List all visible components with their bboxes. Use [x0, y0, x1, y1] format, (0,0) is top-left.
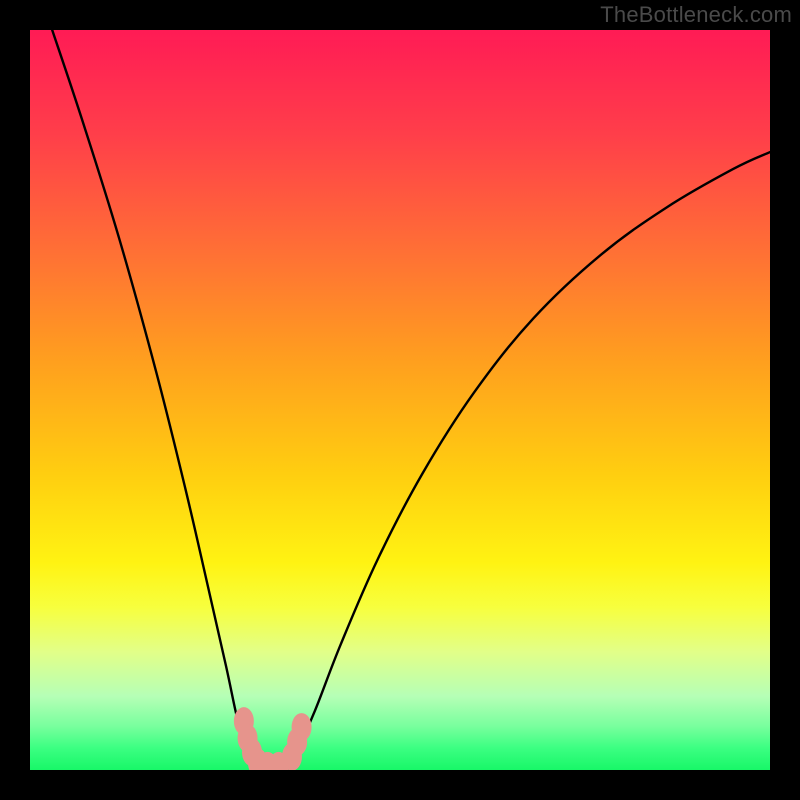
bottleneck-chart [30, 30, 770, 770]
chart-markers-layer [30, 30, 770, 770]
bottleneck-marker [292, 713, 312, 741]
watermark-text: TheBottleneck.com [600, 2, 792, 28]
